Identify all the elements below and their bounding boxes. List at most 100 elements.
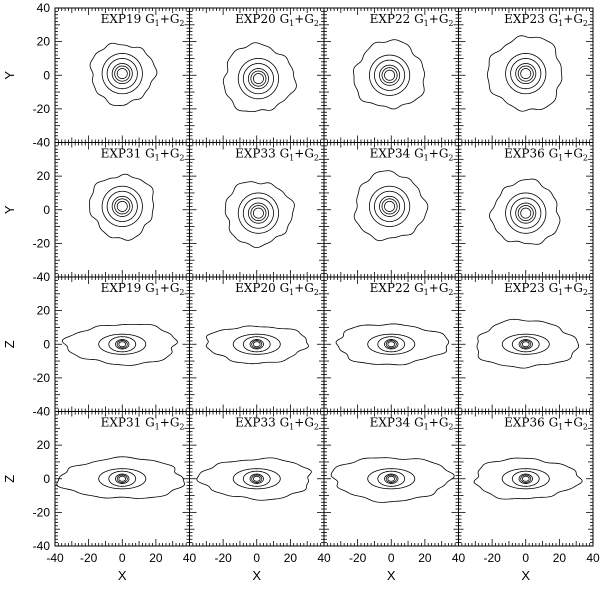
x-tick-label: -40 bbox=[46, 551, 64, 565]
panel-frame bbox=[458, 142, 594, 278]
contour-level-1 bbox=[252, 73, 264, 85]
contour-level-3 bbox=[247, 68, 269, 90]
contour-level-3 bbox=[115, 473, 130, 484]
contour-level-5 bbox=[368, 54, 411, 96]
contour-level-2 bbox=[381, 198, 398, 215]
x-tick-label: 20 bbox=[418, 551, 432, 565]
contour-level-5 bbox=[98, 333, 147, 355]
contour-level-2 bbox=[520, 474, 532, 483]
contour-level-4 bbox=[377, 336, 406, 353]
y-axis-label: Y bbox=[2, 71, 17, 80]
contour-level-2 bbox=[517, 65, 534, 82]
panel-frame bbox=[189, 142, 325, 278]
contour-level-4 bbox=[374, 59, 406, 91]
panel-exp31-r1: EXP31 G1+G2 bbox=[54, 142, 190, 278]
contour-level-1 bbox=[118, 475, 127, 482]
y-tick-label: 20 bbox=[37, 169, 51, 183]
panel-frame bbox=[458, 411, 594, 547]
x-tick-label: 0 bbox=[253, 551, 260, 565]
contour-level-4 bbox=[510, 197, 542, 229]
x-axis-label: X bbox=[118, 568, 127, 583]
y-axis-label: Z bbox=[2, 340, 17, 348]
y-tick-label: 40 bbox=[37, 1, 51, 15]
contour-level-1 bbox=[252, 207, 264, 219]
y-tick-label: -20 bbox=[33, 102, 51, 116]
panel-ticks bbox=[189, 411, 325, 547]
panel-exp23-r0: EXP23 G1+G2 bbox=[458, 7, 594, 143]
panel-ticks bbox=[458, 276, 594, 412]
panel-frame bbox=[189, 276, 325, 412]
contour-level-5 bbox=[505, 52, 547, 95]
panel-title: EXP22 G1+G2 bbox=[370, 281, 454, 297]
contour-level-4 bbox=[242, 197, 274, 229]
y-tick-labels: -40 -20 0 20 40 -40 -20 0 20 -40 -20 0 20 -40 -20 0 20 bbox=[33, 1, 51, 553]
x-tick-label: 20 bbox=[149, 551, 163, 565]
panel-title: EXP36 G1+G2 bbox=[504, 147, 588, 163]
panel-exp23-r2: EXP23 G1+G2 bbox=[458, 276, 594, 412]
contour-level-5 bbox=[237, 58, 280, 100]
y-tick-label: -40 bbox=[33, 405, 51, 419]
contour-level-6 bbox=[353, 170, 429, 242]
x-tick-label: 40 bbox=[586, 551, 600, 565]
panel-exp33-r1: EXP33 G1+G2 bbox=[189, 142, 325, 278]
panel-frame bbox=[323, 411, 459, 547]
contour-level-2 bbox=[520, 340, 532, 349]
panel-ticks bbox=[54, 411, 190, 547]
panel-frame bbox=[323, 276, 459, 412]
contour-level-3 bbox=[515, 202, 537, 224]
panel-title: EXP20 G1+G2 bbox=[235, 281, 319, 297]
contour-level-6 bbox=[56, 456, 185, 499]
contour-level-5 bbox=[98, 468, 147, 490]
contour-level-5 bbox=[232, 333, 281, 355]
panel-exp20-r0: EXP20 G1+G2 bbox=[189, 7, 325, 143]
contour-level-5 bbox=[505, 192, 547, 234]
x-axis-label: X bbox=[252, 568, 261, 583]
panel-ticks bbox=[54, 142, 190, 278]
panel-ticks bbox=[189, 142, 325, 278]
contour-level-1 bbox=[387, 475, 396, 482]
panel-title: EXP33 G1+G2 bbox=[235, 416, 319, 432]
panel-exp34-r1: EXP34 G1+G2 bbox=[323, 142, 459, 278]
contour-level-3 bbox=[115, 339, 130, 350]
contour-level-2 bbox=[116, 340, 128, 349]
contour-level-5 bbox=[501, 468, 550, 490]
panel-title: EXP22 G1+G2 bbox=[370, 12, 454, 28]
panel-ticks bbox=[54, 7, 190, 143]
contour-level-2 bbox=[251, 340, 263, 349]
y-tick-label: -40 bbox=[33, 270, 51, 284]
contour-level-1 bbox=[116, 68, 128, 80]
panel-ticks bbox=[323, 276, 459, 412]
panel-title: EXP23 G1+G2 bbox=[504, 281, 588, 297]
panel-frame bbox=[323, 142, 459, 278]
contour-level-4 bbox=[242, 336, 271, 353]
contour-level-6 bbox=[330, 457, 455, 503]
panel-ticks bbox=[54, 276, 190, 412]
panel-ticks bbox=[458, 142, 594, 278]
contour-level-2 bbox=[251, 474, 263, 483]
contour-level-5 bbox=[368, 185, 411, 227]
panel-title: EXP19 G1+G2 bbox=[101, 281, 185, 297]
contour-level-2 bbox=[116, 474, 128, 483]
contour-level-2 bbox=[114, 198, 131, 215]
y-tick-label: 0 bbox=[43, 337, 50, 351]
contour-level-6 bbox=[205, 325, 309, 365]
contour-level-4 bbox=[242, 470, 271, 487]
contour-level-3 bbox=[111, 63, 133, 85]
panel-frame bbox=[54, 276, 190, 412]
contour-level-6 bbox=[196, 457, 312, 501]
y-tick-label: 20 bbox=[37, 304, 51, 318]
contour-level-6 bbox=[473, 457, 583, 500]
panel-exp36-r3: EXP36 G1+G2 bbox=[458, 411, 594, 547]
panel-title: EXP34 G1+G2 bbox=[370, 416, 454, 432]
y-axis-label: Z bbox=[2, 475, 17, 483]
contour-level-3 bbox=[379, 64, 401, 86]
contour-level-5 bbox=[101, 52, 143, 95]
contour-level-1 bbox=[387, 341, 396, 348]
contour-level-6 bbox=[61, 323, 178, 366]
y-tick-label: -20 bbox=[33, 236, 51, 250]
panel-ticks bbox=[323, 411, 459, 547]
contour-level-5 bbox=[101, 185, 143, 227]
contour-level-5 bbox=[367, 468, 416, 490]
contour-level-6 bbox=[335, 323, 450, 366]
panel-title: EXP31 G1+G2 bbox=[101, 416, 185, 432]
